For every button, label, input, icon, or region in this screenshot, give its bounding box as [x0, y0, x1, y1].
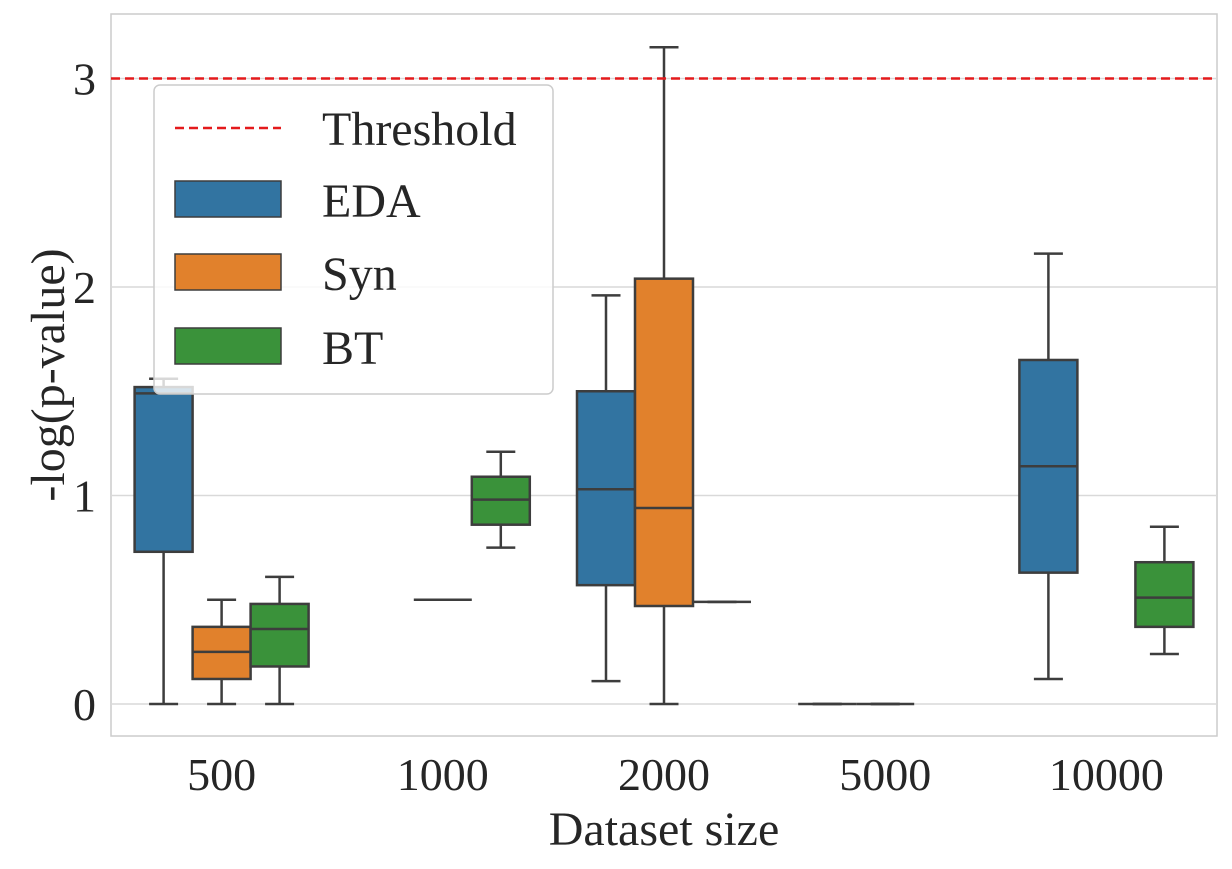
legend-syn-swatch	[174, 253, 282, 291]
box-bt-500	[249, 575, 310, 706]
x-tick-label-5000: 5000	[839, 749, 931, 800]
legend-frame	[153, 84, 554, 395]
legend: Threshold EDA Syn BT	[153, 84, 554, 395]
y-axis-title: -log(p-value)	[22, 248, 75, 501]
legend-label-syn: Syn	[322, 248, 397, 301]
box-bt-1000	[470, 450, 532, 549]
box-eda-10000	[1018, 252, 1079, 681]
x-tick-label-500: 500	[187, 749, 256, 800]
box-body	[133, 385, 194, 554]
x-tick-label-10000: 10000	[1049, 749, 1164, 800]
x-axis-ticks: 500 1000 2000 5000 10000	[187, 749, 1164, 800]
box-body	[633, 277, 695, 608]
box-eda-2000	[575, 294, 637, 683]
legend-label-threshold: Threshold	[322, 103, 517, 156]
x-tick-label-2000: 2000	[618, 749, 710, 800]
x-tick-label-1000: 1000	[397, 749, 489, 800]
box-series	[133, 45, 1195, 706]
box-body	[249, 602, 310, 668]
y-axis-ticks: 0 1 2 3	[73, 54, 96, 731]
y-tick-label-0: 0	[73, 679, 96, 730]
box-body	[1134, 560, 1195, 629]
legend-label-bt: BT	[322, 322, 383, 375]
legend-bt-swatch	[174, 327, 282, 365]
y-tick-label-1: 1	[73, 471, 96, 522]
y-tick-label-3: 3	[73, 54, 96, 105]
box-syn-2000	[633, 45, 695, 706]
legend-eda-swatch	[174, 180, 282, 218]
box-bt-10000	[1134, 525, 1195, 656]
y-tick-label-2: 2	[73, 262, 96, 313]
x-axis-title: Dataset size	[549, 803, 780, 856]
legend-label-eda: EDA	[322, 175, 421, 228]
